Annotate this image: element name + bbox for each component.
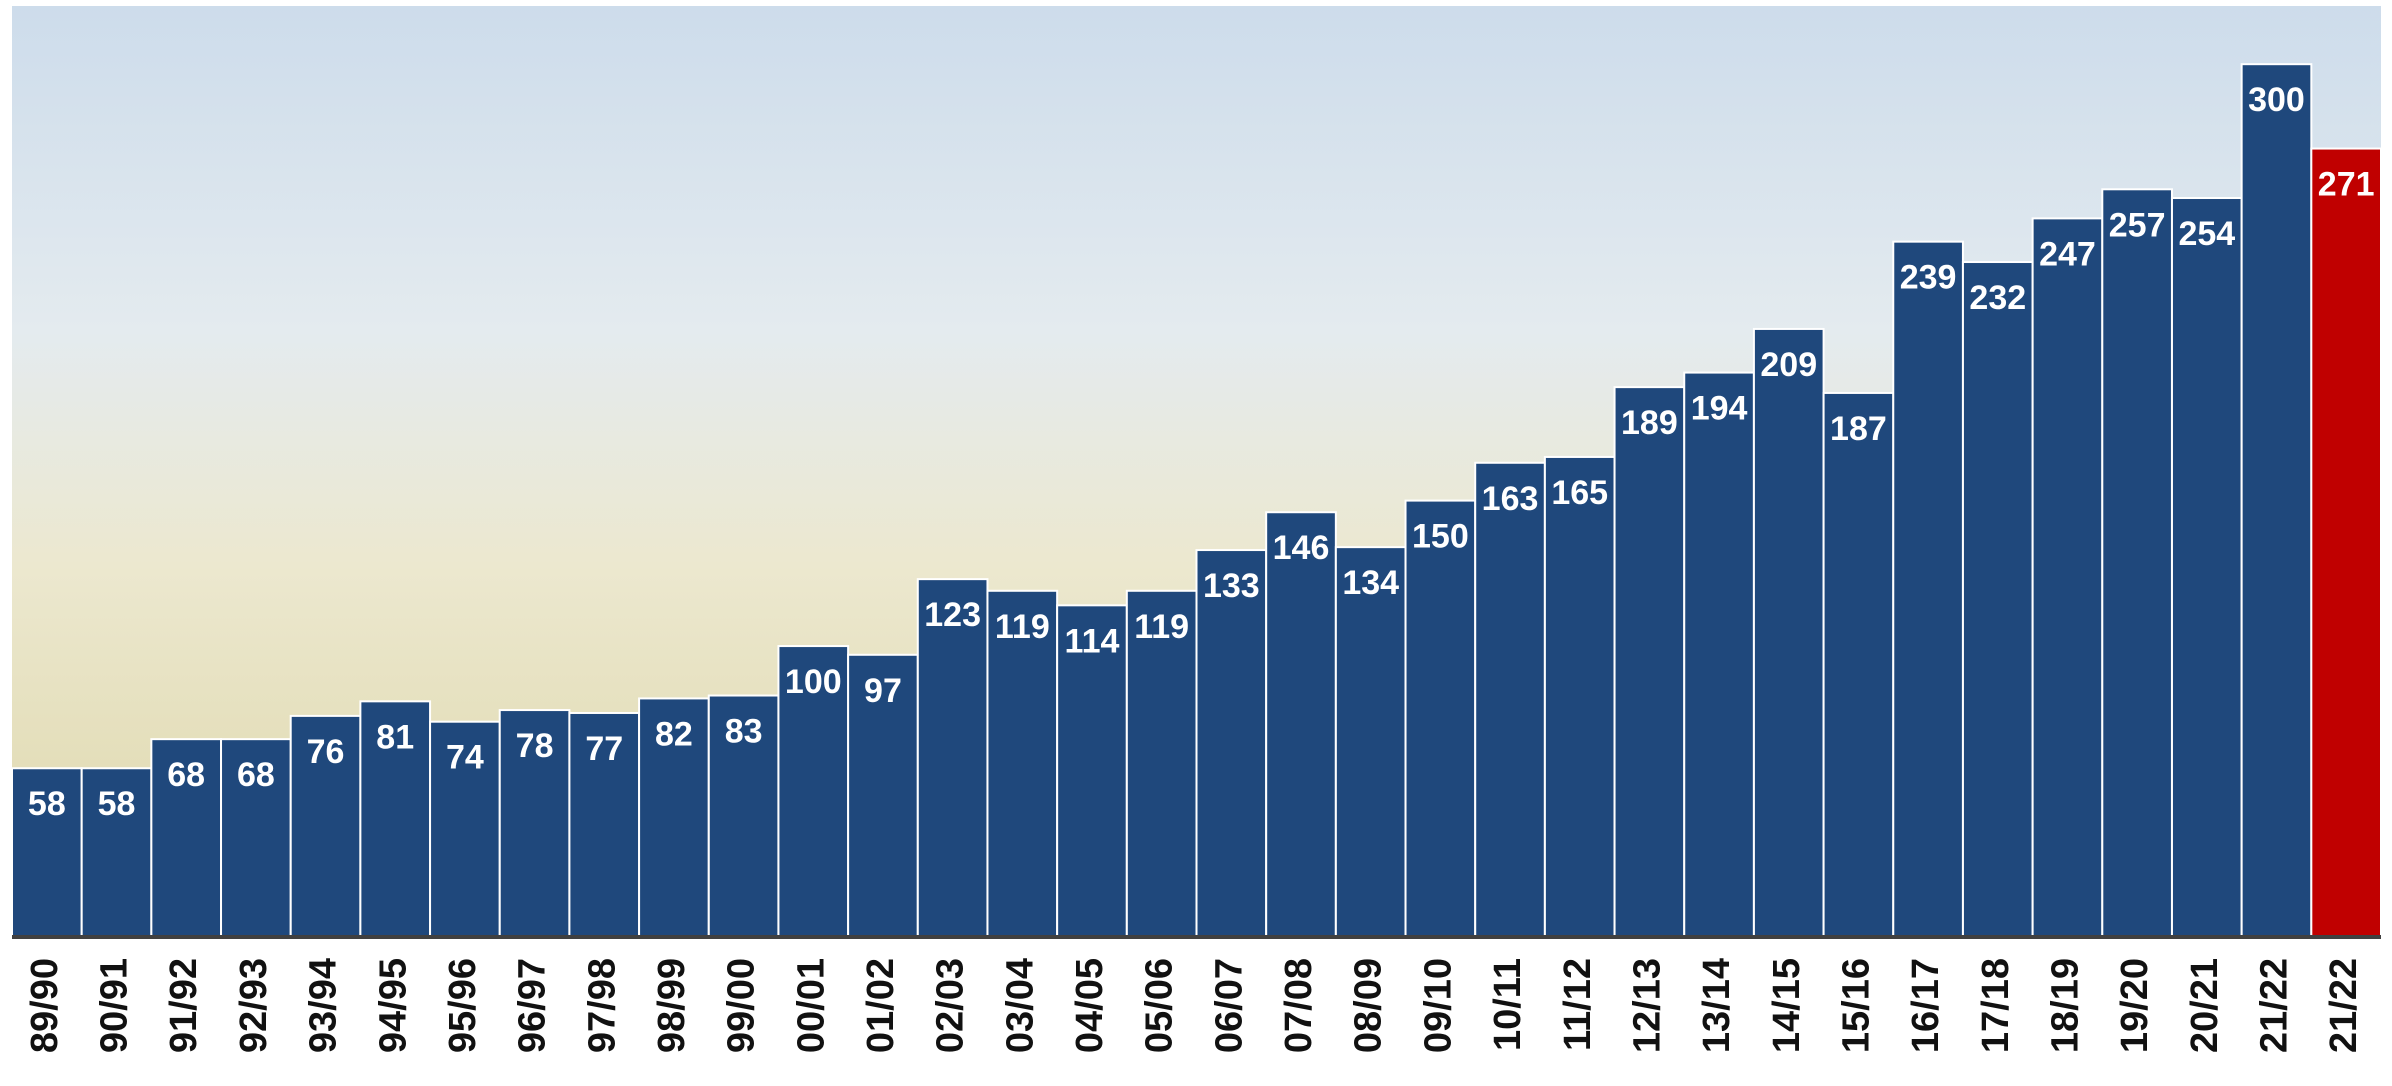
bar — [1543, 455, 1616, 938]
value-label: 187 — [1830, 410, 1887, 448]
value-label: 239 — [1900, 259, 1957, 297]
value-label: 77 — [585, 730, 623, 768]
x-tick-label: 14/15 — [1766, 958, 1808, 1053]
x-tick-label: 10/11 — [1487, 958, 1529, 1051]
x-tick-label: 97/98 — [581, 958, 623, 1053]
value-label: 97 — [864, 672, 902, 710]
value-label: 58 — [98, 785, 136, 823]
value-label: 209 — [1760, 346, 1817, 384]
x-tick-label: 96/97 — [512, 958, 554, 1053]
x-tick-label: 17/18 — [1975, 958, 2017, 1053]
value-label: 300 — [2248, 81, 2305, 119]
x-tick-label: 02/03 — [930, 958, 972, 1053]
value-label: 150 — [1412, 518, 1469, 556]
value-label: 83 — [725, 713, 763, 751]
value-label: 163 — [1482, 480, 1539, 518]
x-tick-label: 99/00 — [721, 958, 763, 1053]
bar — [986, 589, 1059, 938]
x-tick-label: 06/07 — [1208, 958, 1250, 1053]
value-label: 81 — [376, 718, 414, 756]
x-tick-label: 00/01 — [790, 958, 832, 1053]
x-tick-label: 11/12 — [1557, 958, 1599, 1051]
x-tick-label: 04/05 — [1069, 958, 1111, 1053]
value-label: 257 — [2109, 206, 2166, 244]
value-label: 134 — [1342, 564, 1399, 602]
value-label: 194 — [1691, 390, 1748, 428]
bar — [568, 711, 641, 939]
bar — [1195, 549, 1268, 938]
value-label: 232 — [1969, 279, 2026, 317]
x-tick-label: 94/95 — [372, 958, 414, 1053]
bar — [1056, 604, 1128, 938]
value-label: 68 — [167, 756, 205, 794]
value-label: 271 — [2318, 166, 2375, 204]
bar — [1474, 461, 1546, 938]
bar — [1125, 589, 1198, 938]
value-label: 74 — [446, 739, 484, 777]
value-label: 114 — [1065, 622, 1120, 660]
x-tick-label: 01/02 — [860, 958, 902, 1053]
x-tick-label: 13/14 — [1696, 958, 1738, 1053]
x-tick-label: 05/06 — [1139, 958, 1181, 1053]
x-tick-label: 03/04 — [999, 958, 1041, 1053]
bar — [2240, 63, 2313, 938]
x-tick-label: 07/08 — [1278, 958, 1320, 1053]
bar — [777, 645, 850, 938]
value-label: 100 — [785, 663, 842, 701]
x-tick-label: 20/21 — [2184, 958, 2226, 1053]
bar — [498, 709, 571, 938]
bar — [638, 697, 710, 939]
bar — [1892, 240, 1964, 939]
value-label: 68 — [237, 756, 275, 794]
x-tick-label: 12/13 — [1626, 958, 1668, 1053]
bar — [1404, 499, 1477, 938]
value-label: 247 — [2039, 235, 2096, 273]
value-label: 133 — [1203, 567, 1260, 605]
value-label: 146 — [1273, 529, 1330, 567]
x-tick-label: 18/19 — [2044, 958, 2086, 1053]
bar — [2310, 147, 2382, 938]
x-tick-label: 16/17 — [1905, 958, 1947, 1053]
bar — [150, 738, 223, 938]
x-tick-label: 95/96 — [442, 958, 484, 1053]
x-tick-label: 93/94 — [303, 958, 345, 1053]
bar — [1613, 386, 1686, 938]
value-label: 76 — [307, 733, 345, 771]
value-label: 254 — [2178, 215, 2235, 253]
bar — [1683, 371, 1755, 938]
x-tick-label: 09/10 — [1417, 958, 1459, 1053]
bar — [847, 653, 919, 939]
value-label: 165 — [1551, 474, 1608, 512]
x-tick-label: 90/91 — [94, 958, 136, 1053]
x-tick-label: 98/99 — [651, 958, 693, 1053]
bar — [1334, 546, 1407, 938]
x-tick-label: 92/93 — [233, 958, 275, 1053]
value-label: 123 — [924, 596, 981, 634]
bar — [1822, 391, 1895, 938]
bar — [1752, 327, 1825, 938]
bar — [11, 767, 83, 938]
x-tick-label: 21/22 — [2323, 958, 2365, 1053]
value-label: 78 — [516, 727, 554, 765]
bar — [1961, 261, 2034, 938]
value-label: 189 — [1621, 404, 1678, 442]
x-tick-label: 89/90 — [24, 958, 66, 1053]
x-tick-label: 19/20 — [2114, 958, 2156, 1053]
value-label: 82 — [655, 715, 693, 753]
bar — [2101, 188, 2173, 938]
bar — [1265, 511, 1337, 938]
value-label: 58 — [28, 785, 66, 823]
bar — [2031, 217, 2104, 938]
value-label: 119 — [1134, 608, 1189, 646]
x-tick-label: 15/16 — [1835, 958, 1877, 1053]
x-tick-label: 91/92 — [163, 958, 205, 1053]
value-label: 119 — [995, 608, 1050, 646]
bar — [916, 578, 989, 938]
bar — [80, 767, 153, 938]
bar — [2170, 197, 2243, 939]
x-tick-label: 21/22 — [2254, 958, 2296, 1053]
x-tick-label: 08/09 — [1348, 958, 1390, 1053]
